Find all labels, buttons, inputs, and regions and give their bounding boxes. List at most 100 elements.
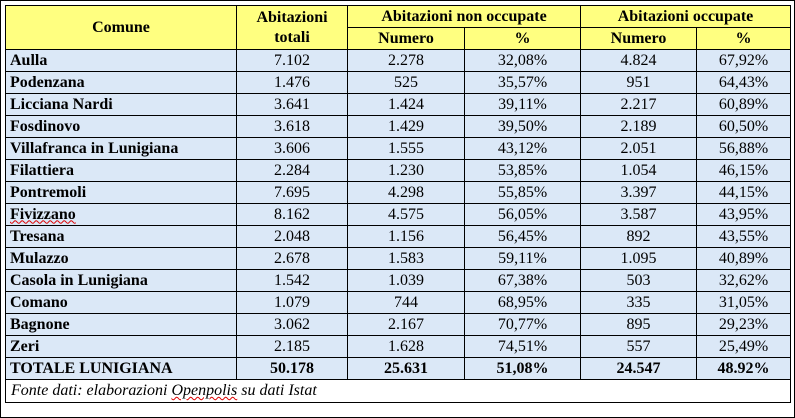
row-non-percent: 67,38%: [464, 269, 581, 292]
row-occ-numero: 895: [580, 313, 697, 336]
row-totali: 1.542: [236, 269, 348, 292]
row-occ-percent: 60,50%: [696, 115, 791, 138]
table-row: Bagnone 3.062 2.167 70,77% 895 29,23%: [5, 313, 791, 336]
row-occ-percent: 64,43%: [696, 71, 791, 94]
row-comune: Comano: [5, 291, 237, 314]
row-occ-percent: 43,55%: [696, 225, 791, 248]
row-non-percent: 43,12%: [464, 137, 581, 160]
header-non-occupate: Abitazioni non occupate: [347, 5, 581, 28]
header-non-numero: Numero: [347, 27, 465, 50]
row-totali: 3.062: [236, 313, 348, 336]
row-comune: Podenzana: [5, 71, 237, 94]
table-row: Comano 1.079 744 68,95% 335 31,05%: [5, 291, 791, 314]
total-occ-numero: 24.547: [580, 357, 697, 380]
row-occ-percent: 44,15%: [696, 181, 791, 204]
table-row: Zeri 2.185 1.628 74,51% 557 25,49%: [5, 335, 791, 358]
row-totali: 2.185: [236, 335, 348, 358]
row-occ-numero: 557: [580, 335, 697, 358]
row-non-numero: 1.230: [347, 159, 465, 182]
row-occ-percent: 32,62%: [696, 269, 791, 292]
footer-row: Fonte dati: elaborazioni Openpolis su da…: [5, 379, 791, 403]
row-non-numero: 1.628: [347, 335, 465, 358]
row-totali: 1.476: [236, 71, 348, 94]
row-occ-numero: 1.054: [580, 159, 697, 182]
table-row: Fivizzano 8.162 4.575 56,05% 3.587 43,95%: [5, 203, 791, 226]
row-occ-numero: 503: [580, 269, 697, 292]
row-occ-percent: 43,95%: [696, 203, 791, 226]
row-non-numero: 4.298: [347, 181, 465, 204]
row-occ-percent: 40,89%: [696, 247, 791, 270]
row-comune: Mulazzo: [5, 247, 237, 270]
table-row: Casola in Lunigiana 1.542 1.039 67,38% 503 32…: [5, 269, 791, 292]
row-non-percent: 68,95%: [464, 291, 581, 314]
row-totali: 7.102: [236, 49, 348, 72]
row-occ-numero: 2.217: [580, 93, 697, 116]
row-occ-percent: 56,88%: [696, 137, 791, 160]
row-occ-numero: 3.587: [580, 203, 697, 226]
row-comune: Casola in Lunigiana: [5, 269, 237, 292]
row-totali: 1.079: [236, 291, 348, 314]
row-occ-numero: 2.189: [580, 115, 697, 138]
row-non-percent: 55,85%: [464, 181, 581, 204]
row-non-numero: 2.278: [347, 49, 465, 72]
row-totali: 3.618: [236, 115, 348, 138]
row-non-numero: 1.156: [347, 225, 465, 248]
row-comune: Licciana Nardi: [5, 93, 237, 116]
row-non-numero: 1.429: [347, 115, 465, 138]
header-non-percent: %: [464, 27, 581, 50]
row-occ-numero: 2.051: [580, 137, 697, 160]
row-occ-percent: 60,89%: [696, 93, 791, 116]
row-comune: Filattiera: [5, 159, 237, 182]
row-occ-percent: 46,15%: [696, 159, 791, 182]
row-non-numero: 1.583: [347, 247, 465, 270]
table-row: Aulla 7.102 2.278 32,08% 4.824 67,92%: [5, 49, 791, 72]
row-occ-numero: 892: [580, 225, 697, 248]
total-occ-percent: 48.92%: [696, 357, 791, 380]
row-non-percent: 56,05%: [464, 203, 581, 226]
row-totali: 2.678: [236, 247, 348, 270]
row-non-percent: 32,08%: [464, 49, 581, 72]
source-note: Fonte dati: elaborazioni Openpolis su da…: [5, 379, 791, 403]
table-row: Villafranca in Lunigiana 3.606 1.555 43,12%…: [5, 137, 791, 160]
table-row: Pontremoli 7.695 4.298 55,85% 3.397 44,15%: [5, 181, 791, 204]
header-occ-percent: %: [696, 27, 791, 50]
row-non-numero: 525: [347, 71, 465, 94]
header-occupate: Abitazioni occupate: [580, 5, 791, 28]
header-abitazioni-totali-line2: totali: [274, 28, 310, 46]
row-comune: Fosdinovo: [5, 115, 237, 138]
row-occ-numero: 1.095: [580, 247, 697, 270]
total-totali: 50.178: [236, 357, 348, 380]
table-row: Filattiera 2.284 1.230 53,85% 1.054 46,15%: [5, 159, 791, 182]
row-non-numero: 1.555: [347, 137, 465, 160]
row-totali: 2.284: [236, 159, 348, 182]
header-row-2: Numero % Numero %: [6, 27, 791, 50]
table-row: Tresana 2.048 1.156 56,45% 892 43,55%: [5, 225, 791, 248]
source-openpolis: Openpolis: [171, 382, 238, 399]
row-totali: 3.606: [236, 137, 348, 160]
row-non-percent: 35,57%: [464, 71, 581, 94]
table-row: Mulazzo 2.678 1.583 59,11% 1.095 40,89%: [5, 247, 791, 270]
total-non-numero: 25.631: [347, 357, 465, 380]
row-occ-numero: 3.397: [580, 181, 697, 204]
row-non-percent: 56,45%: [464, 225, 581, 248]
row-totali: 8.162: [236, 203, 348, 226]
header-comune: Comune: [5, 5, 237, 50]
table-row: Fosdinovo 3.618 1.429 39,50% 2.189 60,50%: [5, 115, 791, 138]
row-non-numero: 744: [347, 291, 465, 314]
header-row-1: Comune Abitazioni totali Abitazioni non …: [5, 5, 791, 50]
row-totali: 7.695: [236, 181, 348, 204]
row-non-numero: 2.167: [347, 313, 465, 336]
row-comune: Tresana: [5, 225, 237, 248]
header-abitazioni-totali-line1: Abitazioni: [256, 8, 328, 26]
row-occ-percent: 29,23%: [696, 313, 791, 336]
row-occ-percent: 31,05%: [696, 291, 791, 314]
row-comune-text: Fivizzano: [10, 205, 76, 223]
header-occ-numero: Numero: [580, 27, 697, 50]
table-row: Podenzana 1.476 525 35,57% 951 64,43%: [5, 71, 791, 94]
table-body: Aulla 7.102 2.278 32,08% 4.824 67,92% Podenzan…: [5, 49, 791, 358]
row-comune: Villafranca in Lunigiana: [5, 137, 237, 160]
row-comune: Aulla: [5, 49, 237, 72]
header-abitazioni-totali: Abitazioni totali: [236, 5, 348, 50]
row-non-numero: 1.039: [347, 269, 465, 292]
row-non-percent: 39,50%: [464, 115, 581, 138]
